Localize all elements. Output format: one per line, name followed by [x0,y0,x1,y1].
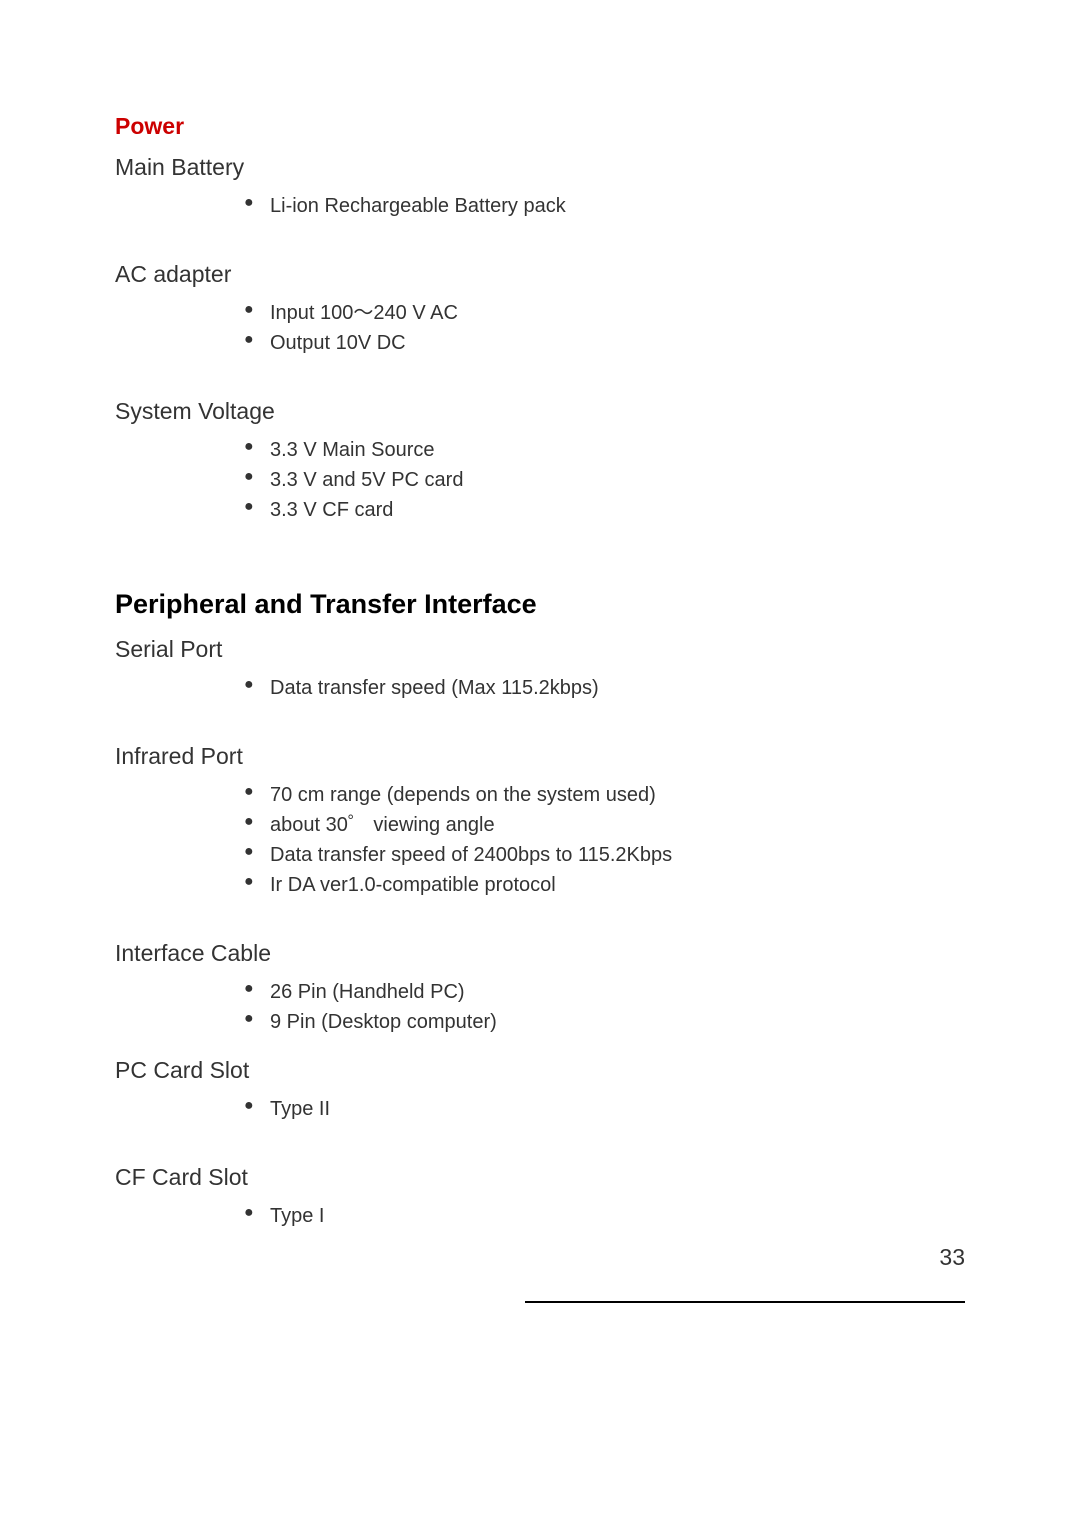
main-battery-label: Main Battery [115,154,965,181]
list-item: Output 10V DC [250,328,965,358]
interface-cable-list: 26 Pin (Handheld PC) 9 Pin (Desktop comp… [115,977,965,1037]
system-voltage-label: System Voltage [115,398,965,425]
page-content: Power Main Battery Li-ion Rechargeable B… [0,0,1080,1231]
list-item: Data transfer speed (Max 115.2kbps) [250,673,965,703]
peripheral-heading: Peripheral and Transfer Interface [115,589,965,620]
infrared-port-label: Infrared Port [115,743,965,770]
list-item: Data transfer speed of 2400bps to 115.2K… [250,840,965,870]
ac-adapter-list: Input 100～240 V AC Output 10V DC [115,298,965,358]
list-item: 3.3 V and 5V PC card [250,465,965,495]
ac-adapter-label: AC adapter [115,261,965,288]
list-item: 3.3 V CF card [250,495,965,525]
list-item: Li-ion Rechargeable Battery pack [250,191,965,221]
infrared-port-list: 70 cm range (depends on the system used)… [115,780,965,900]
list-item: about 30゜ viewing angle [250,810,965,840]
page-number: 33 [939,1244,965,1271]
page-footer-line [525,1301,965,1303]
serial-port-label: Serial Port [115,636,965,663]
list-item: 26 Pin (Handheld PC) [250,977,965,1007]
cf-card-slot-list: Type I [115,1201,965,1231]
list-item: 9 Pin (Desktop computer) [250,1007,965,1037]
interface-cable-label: Interface Cable [115,940,965,967]
cf-card-slot-label: CF Card Slot [115,1164,965,1191]
list-item: Type II [250,1094,965,1124]
list-item: Type I [250,1201,965,1231]
main-battery-list: Li-ion Rechargeable Battery pack [115,191,965,221]
list-item: Input 100～240 V AC [250,298,965,328]
power-heading: Power [115,113,965,140]
serial-port-list: Data transfer speed (Max 115.2kbps) [115,673,965,703]
system-voltage-list: 3.3 V Main Source 3.3 V and 5V PC card 3… [115,435,965,525]
pc-card-slot-label: PC Card Slot [115,1057,965,1084]
list-item: 70 cm range (depends on the system used) [250,780,965,810]
list-item: 3.3 V Main Source [250,435,965,465]
pc-card-slot-list: Type II [115,1094,965,1124]
list-item: Ir DA ver1.0-compatible protocol [250,870,965,900]
